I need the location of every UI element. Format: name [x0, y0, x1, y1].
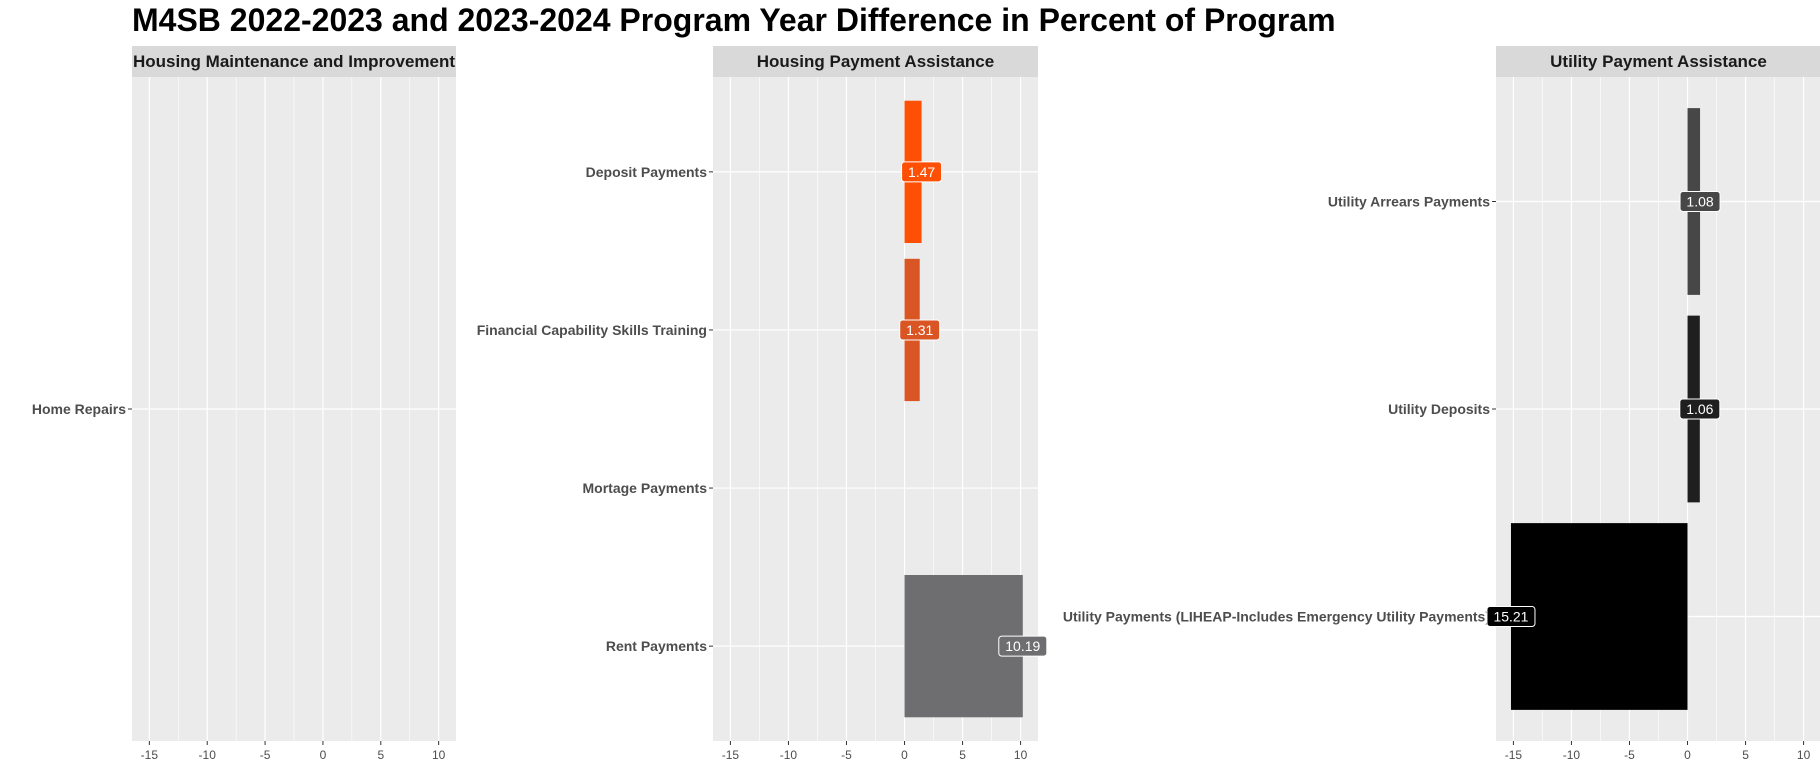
facet-strip [132, 46, 456, 77]
x-tick-label: 10 [432, 748, 446, 762]
facet-panel-1: -15 -10 -5 0 5 10 Rent Payments Mortage Payment… [477, 46, 1048, 762]
y-tick-label: Utility Payments (LIHEAP-Includes Emerge… [1063, 609, 1490, 625]
facet-strip [713, 46, 1038, 77]
data-label-box [901, 161, 943, 183]
facet-strip-label: Utility Payment Assistance [1550, 52, 1767, 71]
x-tick-label: 5 [377, 748, 384, 762]
data-label: 1.31 [906, 322, 933, 338]
facet-strip [1496, 46, 1820, 77]
x-tick-label: -5 [841, 748, 852, 762]
x-tick-label: -10 [1563, 748, 1581, 762]
x-tick-label: -10 [199, 748, 217, 762]
data-label: 1.47 [908, 164, 935, 180]
x-tick-label: -5 [1624, 748, 1635, 762]
x-tick-label: 10 [1797, 748, 1811, 762]
x-tick-label: 0 [320, 748, 327, 762]
x-tick-label: 10 [1014, 748, 1028, 762]
data-label: 1.06 [1686, 401, 1713, 417]
y-tick-label: Utility Deposits [1388, 401, 1490, 417]
x-tick-label: 0 [1684, 748, 1691, 762]
y-tick-label: Financial Capability Skills Training [477, 322, 707, 338]
chart-title: M4SB 2022-2023 and 2023-2024 Program Yea… [132, 2, 1336, 38]
facet-strip-label: Housing Payment Assistance [757, 52, 994, 71]
bar-utility-payments-liheap-includes-emergency-utility-payments [1510, 523, 1688, 710]
data-label-box [1679, 191, 1721, 212]
y-tick-label: Utility Arrears Payments [1328, 194, 1490, 210]
x-tick-label: -10 [780, 748, 798, 762]
facet-panel-0: -15 -10 -5 0 5 10 Home Repairs Housing Maintena… [32, 46, 456, 762]
x-tick-label: 0 [901, 748, 908, 762]
x-tick-label: -15 [141, 748, 159, 762]
data-label: 15.21 [1493, 609, 1528, 625]
y-tick-label: Mortage Payments [583, 480, 708, 496]
x-tick-label: 5 [1742, 748, 1749, 762]
data-label-box [899, 319, 941, 341]
data-label-box [998, 635, 1048, 657]
data-label: 1.08 [1686, 194, 1713, 210]
facet-panel-2: -15 -10 -5 0 5 10 Utility Payments (LIHEAP-Inc… [1063, 46, 1820, 762]
x-tick-label: -15 [1505, 748, 1523, 762]
data-labels: 10.19 1.31 1.47 [899, 161, 1048, 657]
x-tick-label: -5 [260, 748, 271, 762]
panels-layer: -15 -10 -5 0 5 10 Home Repairs Housing Maintena… [32, 46, 1820, 762]
data-label: 10.19 [1005, 638, 1040, 654]
x-tick-label: -15 [722, 748, 740, 762]
data-label-box [1486, 606, 1536, 627]
facet-strip-label: Housing Maintenance and Improvement [133, 52, 455, 71]
data-label-box [1679, 398, 1721, 420]
data-labels: 15.21 1.06 1.08 [1486, 191, 1721, 627]
y-tick-label: Deposit Payments [586, 164, 708, 180]
x-tick-label: 5 [959, 748, 966, 762]
y-tick-label: Home Repairs [32, 401, 126, 417]
y-tick-label: Rent Payments [606, 638, 707, 654]
